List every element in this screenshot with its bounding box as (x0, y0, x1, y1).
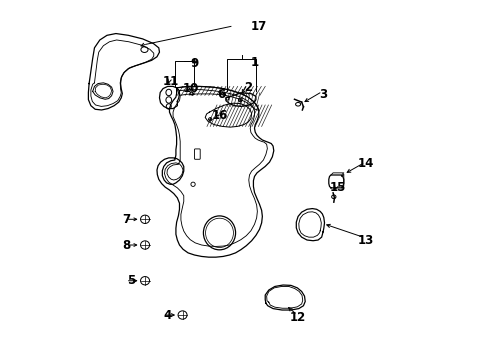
Text: 2: 2 (244, 81, 252, 94)
Text: 7: 7 (122, 213, 130, 226)
Text: 11: 11 (163, 75, 179, 88)
Text: 13: 13 (357, 234, 373, 247)
Text: 14: 14 (357, 157, 373, 170)
Text: 9: 9 (190, 57, 198, 71)
Text: 10: 10 (183, 82, 199, 95)
Text: 4: 4 (163, 309, 171, 321)
Text: 16: 16 (211, 109, 227, 122)
Text: 3: 3 (318, 88, 326, 101)
Text: 8: 8 (122, 239, 130, 252)
Text: 6: 6 (217, 88, 225, 101)
Text: 17: 17 (250, 20, 266, 33)
Text: 5: 5 (127, 274, 135, 287)
Text: 1: 1 (251, 55, 259, 69)
Text: 12: 12 (289, 311, 305, 324)
Text: 15: 15 (328, 181, 345, 194)
